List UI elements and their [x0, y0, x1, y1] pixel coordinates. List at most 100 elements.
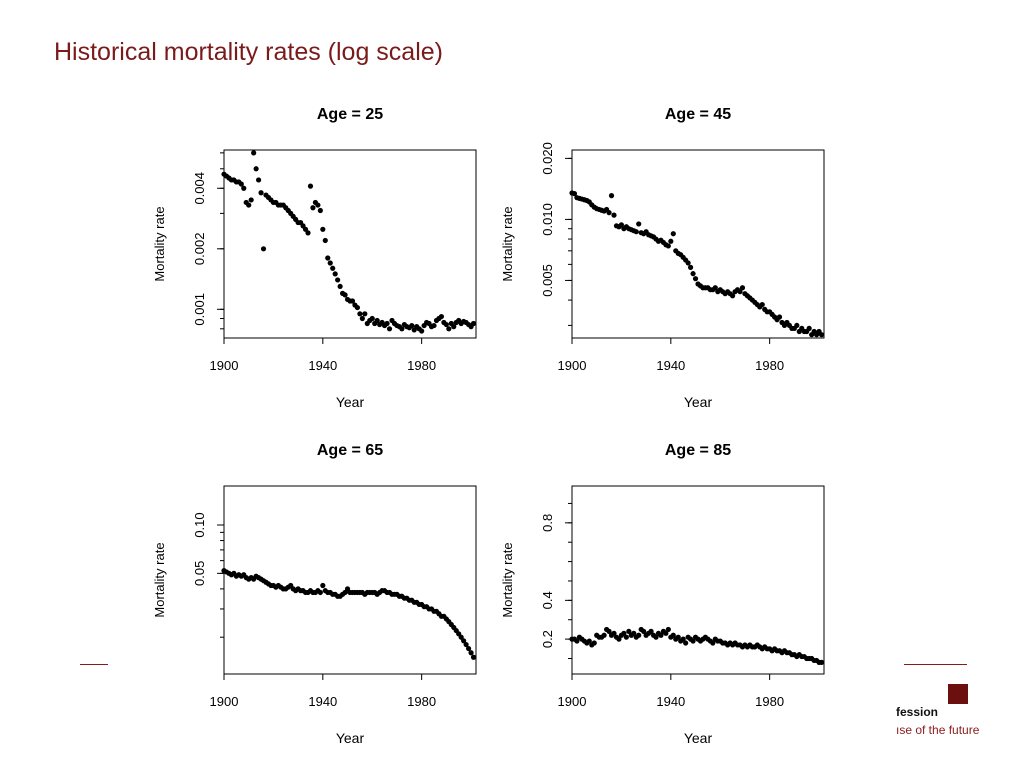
x-axis-label: Year: [684, 730, 713, 746]
data-point: [611, 212, 617, 218]
data-point: [665, 243, 671, 249]
data-point: [670, 632, 676, 638]
data-point: [315, 202, 321, 208]
data-point: [668, 238, 674, 244]
data-point: [349, 298, 356, 304]
data-point: [806, 325, 812, 331]
data-point: [690, 271, 696, 277]
chart-panel-3: Age = 65 1900 1940 1980 0.05 0.10 Year Mortalit…: [152, 442, 477, 746]
y-tick-label: 0.05: [192, 561, 207, 586]
data-point: [636, 221, 642, 227]
chart-title: Age = 85: [665, 442, 731, 459]
data-point: [631, 630, 637, 636]
data-point: [327, 260, 333, 266]
data-point: [325, 255, 331, 261]
data-point: [307, 183, 314, 189]
data-point: [386, 326, 393, 332]
data-point: [601, 632, 607, 638]
data-point: [310, 205, 316, 211]
data-point: [384, 320, 390, 327]
data-point: [342, 292, 348, 298]
data-point: [611, 630, 617, 636]
y-tick-label: 0.10: [192, 512, 207, 537]
y-tick-label: 0.010: [540, 203, 555, 236]
x-tick-label: 1900: [558, 694, 587, 709]
data-point: [571, 191, 578, 197]
data-point: [633, 229, 639, 235]
data-point: [710, 640, 716, 646]
x-axis-label: Year: [336, 730, 365, 746]
data-point: [369, 315, 375, 322]
data-point: [468, 650, 474, 656]
chart-title: Age = 45: [665, 106, 731, 123]
data-point: [586, 638, 592, 644]
x-tick-label: 1900: [558, 358, 587, 373]
chart-panel-4: Age = 85 1900 1940 1980 0.2 0.4 0.8 Year Mortali…: [500, 442, 825, 746]
y-tick-label: 0.020: [540, 142, 555, 175]
data-point: [683, 640, 689, 646]
x-tick-label: 1980: [755, 694, 784, 709]
data-point: [618, 222, 625, 228]
data-point: [685, 260, 691, 266]
data-point: [712, 285, 718, 291]
y-tick-label: 0.8: [540, 514, 555, 532]
data-point: [641, 628, 647, 634]
data-point: [470, 320, 477, 327]
data-point: [362, 311, 368, 317]
data-point: [621, 630, 627, 636]
data-point: [305, 230, 311, 236]
data-point: [675, 634, 681, 640]
y-tick-label: 0.4: [540, 591, 555, 609]
data-point: [446, 326, 452, 332]
data-point: [255, 177, 262, 183]
data-point: [409, 322, 415, 329]
data-point: [248, 197, 254, 203]
data-point: [438, 313, 445, 320]
data-point: [465, 645, 472, 652]
data-point: [238, 181, 244, 187]
data-point: [591, 640, 597, 646]
data-point: [451, 324, 457, 330]
plot-frame: [571, 149, 825, 339]
logo-tagline: ıse of the future: [896, 723, 980, 737]
data-point: [687, 264, 694, 270]
data-point: [690, 638, 696, 644]
x-tick-label: 1940: [656, 358, 685, 373]
data-point: [419, 328, 425, 334]
data-point: [623, 634, 629, 640]
data-point: [759, 301, 765, 308]
x-tick-label: 1940: [308, 694, 337, 709]
x-tick-label: 1980: [755, 358, 784, 373]
logo-wordmark: fession: [896, 705, 939, 719]
data-point: [658, 632, 664, 638]
data-point: [251, 150, 257, 156]
data-point: [320, 582, 326, 589]
data-point: [818, 332, 825, 338]
data-point: [608, 193, 615, 199]
data-point: [616, 636, 622, 642]
y-axis-label: Mortality rate: [152, 542, 167, 617]
data-point: [332, 271, 338, 277]
y-axis-label: Mortality rate: [500, 542, 515, 617]
chart-panel-2: Age = 45 1900 1940 1980 0.005 0.010 0.020 Year M…: [500, 106, 825, 410]
x-tick-label: 1940: [308, 358, 337, 373]
data-point: [653, 634, 659, 640]
y-tick-label: 0.002: [192, 233, 207, 266]
data-point: [246, 202, 252, 208]
x-tick-label: 1900: [210, 694, 239, 709]
slide-title: Historical mortality rates (log scale): [54, 38, 443, 66]
data-point: [241, 185, 247, 191]
footer-rule-right: [904, 664, 967, 665]
data-point: [818, 659, 825, 665]
x-tick-label: 1940: [656, 694, 685, 709]
data-point: [399, 326, 405, 332]
y-tick-label: 0.2: [540, 630, 555, 648]
x-tick-label: 1980: [407, 694, 436, 709]
x-axis-label: Year: [336, 394, 365, 410]
data-point: [470, 654, 477, 660]
data-point: [574, 638, 580, 644]
data-point: [461, 638, 467, 644]
y-tick-label: 0.004: [192, 172, 207, 205]
data-point: [330, 265, 336, 271]
data-point: [665, 626, 671, 633]
